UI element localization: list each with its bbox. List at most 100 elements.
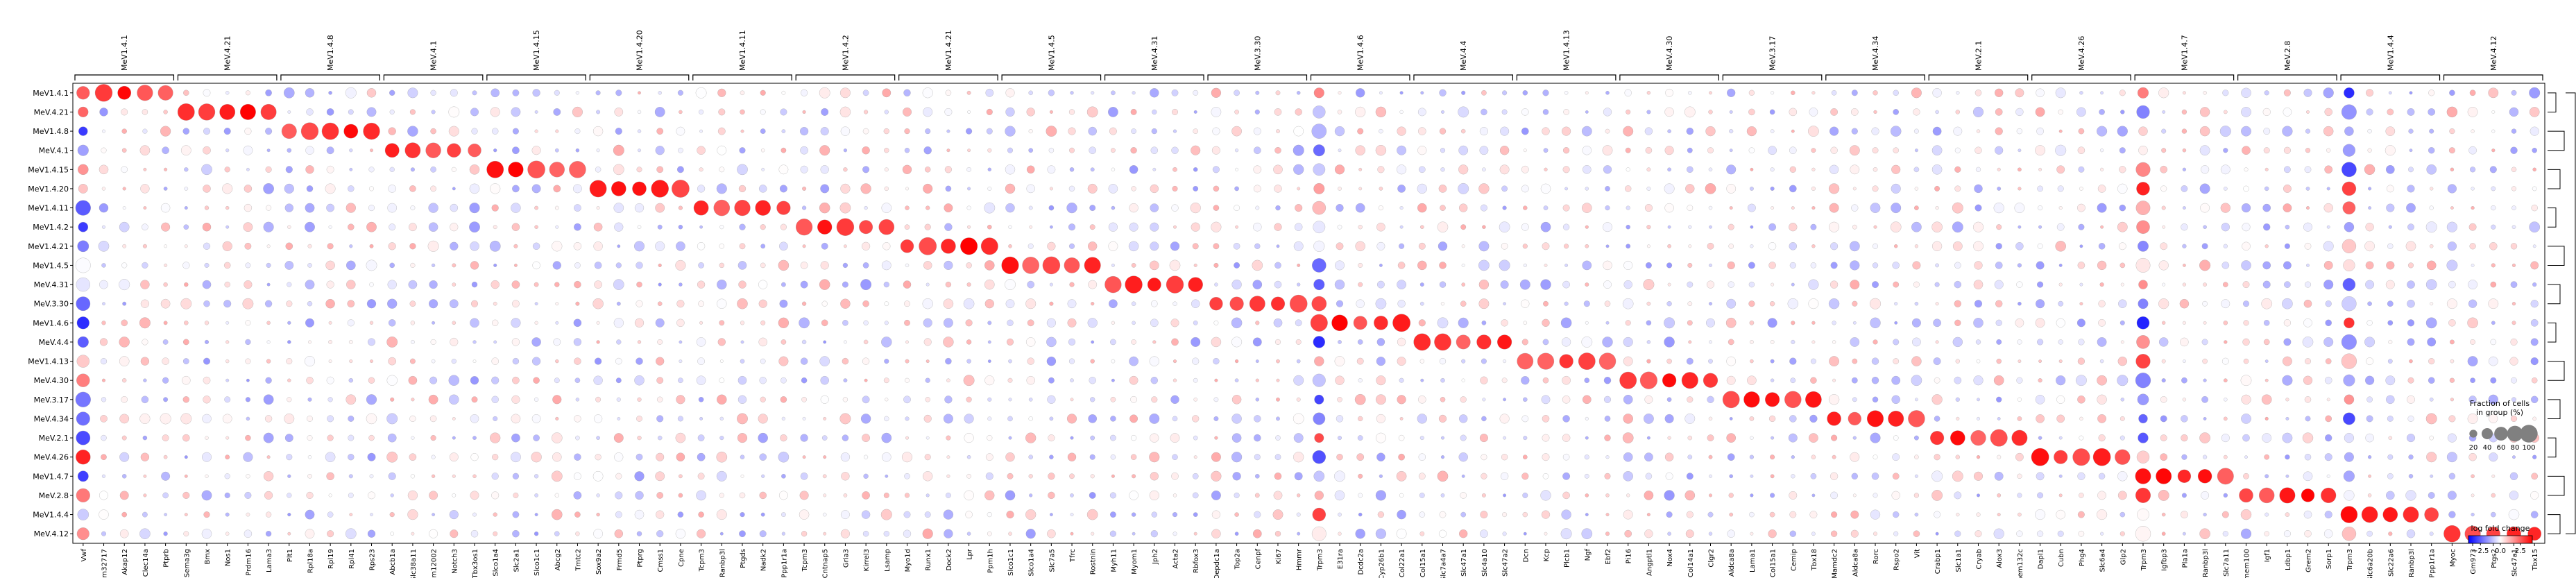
- dot-mark: [264, 491, 273, 500]
- dot-mark: [1748, 90, 1755, 96]
- dot-mark: [1726, 184, 1737, 194]
- dot-mark: [987, 435, 993, 441]
- dot-mark: [2017, 339, 2022, 345]
- dot-mark: [758, 299, 767, 308]
- dot-mark: [325, 260, 335, 271]
- dot-mark: [1335, 375, 1345, 385]
- dot-mark: [596, 110, 601, 114]
- dot-mark: [1313, 105, 1326, 119]
- dot-mark: [471, 396, 478, 403]
- dot-mark: [1132, 474, 1136, 479]
- dot-mark: [1791, 455, 1795, 459]
- dot-mark: [840, 452, 850, 462]
- dot-mark: [2078, 128, 2085, 135]
- size-legend-dot: [2520, 425, 2538, 443]
- dot-mark: [1358, 187, 1363, 191]
- dot-mark: [1977, 398, 1980, 402]
- dot-mark: [1972, 106, 1984, 117]
- dot-mark: [1748, 108, 1755, 116]
- dot-mark: [1893, 90, 1899, 96]
- dot-mark: [1377, 511, 1384, 518]
- dot-mark: [1418, 473, 1426, 480]
- dot-mark: [2304, 530, 2312, 538]
- dot-mark: [2491, 129, 2496, 133]
- gene-label: Myom1: [1131, 549, 1138, 575]
- dot-mark: [1544, 264, 1548, 267]
- dot-mark: [77, 240, 89, 253]
- dot-mark: [1109, 127, 1117, 135]
- dot-mark: [1460, 492, 1467, 499]
- gene-label: Ppp1r1a: [781, 549, 788, 578]
- dot-mark: [1231, 317, 1243, 329]
- dot-mark: [987, 340, 991, 344]
- dot-mark: [658, 91, 662, 95]
- dot-mark: [1954, 491, 1962, 500]
- dot-mark: [1542, 90, 1549, 96]
- dot-mark: [366, 394, 377, 405]
- gene-label: Abcb1a: [389, 549, 397, 575]
- dot-mark: [1049, 454, 1054, 459]
- gene-label: Tbx18: [1811, 549, 1818, 571]
- dot-mark: [1954, 530, 1961, 537]
- dot-mark: [719, 359, 724, 363]
- dot-mark: [1458, 452, 1468, 462]
- dot-mark: [2223, 454, 2228, 459]
- dot-mark: [1111, 167, 1116, 171]
- dot-mark: [386, 451, 398, 463]
- dot-mark: [325, 183, 336, 194]
- gene-label: Top2a: [1234, 549, 1242, 570]
- dot-mark: [493, 340, 497, 344]
- dot-mark: [1848, 411, 1861, 426]
- dot-mark: [2341, 334, 2357, 350]
- dot-mark: [304, 356, 316, 367]
- dot-mark: [2015, 88, 2024, 98]
- dot-mark: [470, 261, 479, 270]
- dot-mark: [1913, 435, 1919, 441]
- dot-mark: [1172, 129, 1177, 133]
- dot-mark: [470, 530, 479, 538]
- dot-mark: [75, 391, 91, 407]
- dot-mark: [1312, 507, 1327, 522]
- dot-mark: [1997, 417, 2001, 420]
- dot-mark: [760, 358, 766, 364]
- dot-mark: [1027, 319, 1034, 327]
- dot-mark: [1440, 397, 1446, 402]
- dot-mark: [1211, 107, 1222, 117]
- dot-mark: [2508, 509, 2520, 520]
- dot-mark: [2491, 148, 2496, 153]
- dot-mark: [1438, 529, 1447, 538]
- dot-mark: [903, 529, 912, 538]
- dot-mark: [1274, 108, 1282, 116]
- dot-mark: [511, 280, 520, 289]
- dot-mark: [1852, 358, 1858, 364]
- gene-label: Phg4: [2079, 549, 2086, 566]
- dot-mark: [2018, 225, 2022, 229]
- dot-mark: [1993, 528, 2004, 539]
- dot-mark: [2425, 413, 2437, 425]
- dot-mark: [2471, 513, 2475, 517]
- dot-mark: [2199, 183, 2210, 194]
- dot-mark: [923, 183, 933, 194]
- dot-mark: [1728, 223, 1734, 230]
- dendrogram-link: [2548, 284, 2561, 305]
- dot-mark: [1397, 509, 1406, 520]
- group-label: MeV.4.1: [429, 41, 438, 71]
- dot-mark: [2011, 430, 2028, 446]
- dot-mark: [1811, 167, 1816, 171]
- dot-mark: [163, 187, 168, 191]
- dot-mark: [2035, 107, 2045, 117]
- dot-mark: [634, 241, 645, 252]
- gene-label: Pi16: [1626, 549, 1633, 563]
- dot-mark: [1111, 359, 1116, 364]
- dot-mark: [925, 397, 930, 402]
- dot-mark: [2037, 281, 2044, 288]
- row-label: MeV.4.1: [39, 146, 69, 155]
- dot-mark: [675, 529, 686, 539]
- dot-mark: [2326, 225, 2330, 229]
- dot-mark: [2181, 493, 2187, 498]
- dot-mark: [260, 103, 277, 120]
- gene-label: Ptgds: [740, 549, 747, 568]
- dot-mark: [697, 452, 706, 461]
- dot-mark: [492, 454, 499, 461]
- gene-label: Col22a1: [1399, 549, 1406, 577]
